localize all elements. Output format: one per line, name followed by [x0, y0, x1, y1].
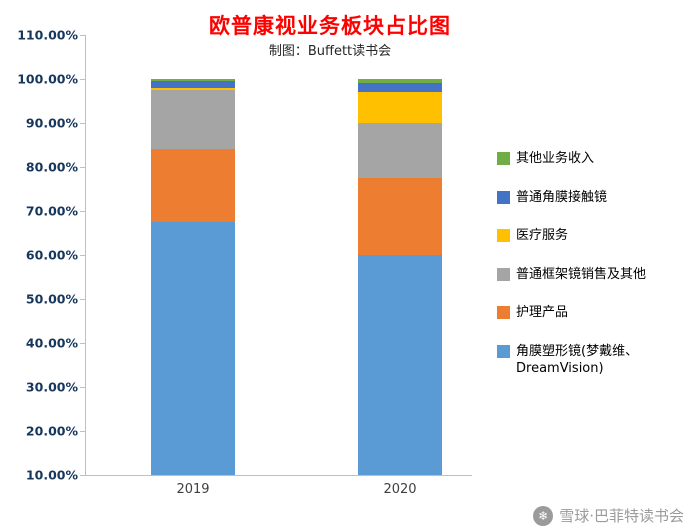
bar-segment-2019	[151, 90, 235, 150]
y-axis-tick-label: 100.00%	[17, 71, 78, 87]
legend-item: 普通角膜接触镜	[497, 189, 687, 207]
x-axis-category-label: 2020	[383, 482, 417, 497]
y-axis-tick-mark	[80, 79, 85, 80]
legend-swatch-icon	[497, 267, 510, 281]
x-axis-line	[85, 475, 472, 476]
y-axis-tick-mark	[80, 35, 85, 36]
y-axis-tick-label: 40.00%	[25, 335, 78, 351]
y-axis-tick-mark	[80, 167, 85, 168]
legend-item: 医疗服务	[497, 227, 687, 245]
bar-segment-2020	[358, 79, 442, 84]
legend-item: 普通框架镜销售及其他	[497, 266, 687, 284]
legend-swatch-icon	[497, 229, 510, 243]
chart-subtitle: 制图：Buffett读书会	[268, 44, 392, 59]
y-axis-tick-mark	[80, 299, 85, 300]
legend-item: 其他业务收入	[497, 150, 687, 168]
bar-segment-2020	[358, 83, 442, 93]
y-axis-tick-label: 10.00%	[25, 467, 78, 483]
bar-segment-2019	[151, 149, 235, 222]
y-axis-tick-mark	[80, 211, 85, 212]
legend-label: 护理产品	[516, 305, 569, 321]
legend-swatch-icon	[497, 306, 510, 320]
legend-label: 其他业务收入	[516, 151, 595, 166]
legend-label: 普通角膜接触镜	[516, 189, 608, 205]
legend-swatch-icon	[497, 190, 510, 204]
y-axis-tick-label: 70.00%	[25, 203, 78, 219]
legend-swatch-icon	[497, 344, 510, 358]
y-axis-tick-mark	[80, 387, 85, 388]
y-axis-tick-label: 90.00%	[25, 115, 78, 131]
bar-segment-2020	[358, 92, 442, 123]
legend-label: 普通框架镜销售及其他	[516, 266, 647, 282]
y-axis-tick-label: 60.00%	[25, 247, 78, 263]
legend-item: 护理产品	[497, 304, 687, 322]
bar-segment-2019	[151, 81, 235, 88]
y-axis-tick-mark	[80, 475, 85, 476]
bar-segment-2019	[151, 222, 235, 475]
y-axis-tick-label: 20.00%	[25, 423, 78, 439]
legend-label: 医疗服务	[516, 228, 569, 244]
y-axis-tick-label: 110.00%	[17, 27, 78, 43]
watermark-text: 雪球·巴菲特读书会	[559, 507, 684, 525]
bar-segment-2020	[358, 178, 442, 255]
y-axis-tick-label: 30.00%	[25, 379, 78, 395]
y-axis-line	[85, 35, 86, 475]
legend-label: 角膜塑形镜(梦戴维、DreamVision)	[516, 343, 639, 377]
watermark: ❄ 雪球·巴菲特读书会	[533, 505, 684, 526]
y-axis-tick-mark	[80, 431, 85, 432]
y-axis-tick-label: 80.00%	[25, 159, 78, 175]
y-axis-tick-mark	[80, 123, 85, 124]
xueqiu-logo-icon: ❄	[533, 505, 554, 526]
y-axis-tick-mark	[80, 343, 85, 344]
bar-segment-2020	[358, 123, 442, 178]
y-axis-tick-label: 50.00%	[25, 291, 78, 307]
y-axis-tick-mark	[80, 255, 85, 256]
x-axis-category-label: 2019	[176, 482, 210, 497]
legend-swatch-icon	[497, 152, 510, 165]
bar-segment-2020	[358, 255, 442, 475]
legend-item: 角膜塑形镜(梦戴维、DreamVision)	[497, 343, 687, 378]
bar-segment-2019	[151, 79, 235, 82]
bar-segment-2019	[151, 87, 235, 90]
chart-title: 欧普康视业务板块占比图	[209, 14, 451, 38]
legend: 其他业务收入 普通角膜接触镜 医疗服务普通框架镜销售及其他 护理产品角膜塑形镜(梦戴维…	[497, 150, 687, 378]
